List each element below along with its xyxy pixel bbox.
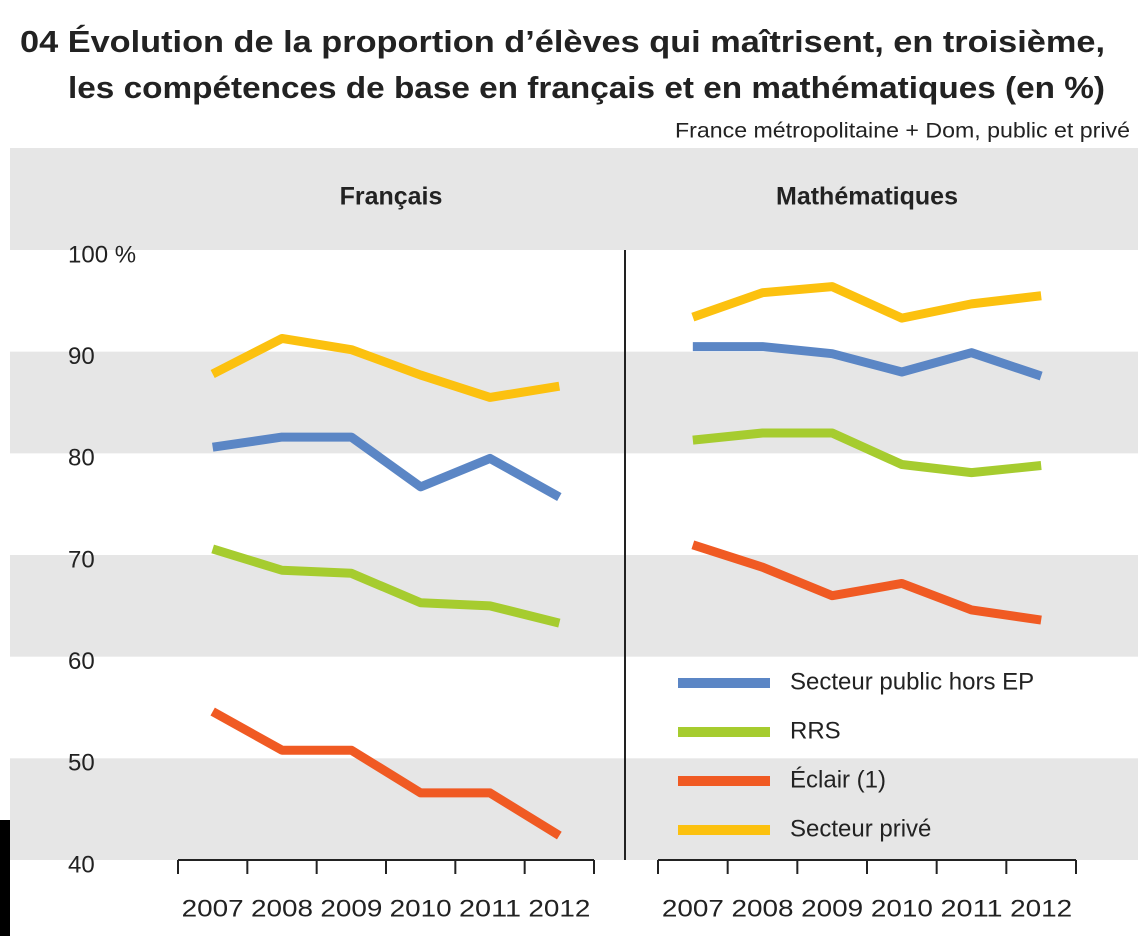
x-tick-label: 2008 xyxy=(251,895,313,922)
y-tick-label: 60 xyxy=(68,648,95,675)
x-tick-label: 2012 xyxy=(528,895,590,922)
series-line xyxy=(692,428,1042,478)
y-tick-label: 40 xyxy=(68,851,95,878)
x-tick-label: 2012 xyxy=(1010,895,1072,922)
series-line xyxy=(212,432,562,501)
x-tick-label: 2010 xyxy=(390,895,452,922)
series-line xyxy=(210,707,562,840)
series-line xyxy=(691,282,1042,323)
legend-label: Secteur public hors EP xyxy=(790,668,1034,695)
series-line xyxy=(211,544,561,628)
x-tick-label: 2009 xyxy=(801,895,863,922)
edge-bar xyxy=(0,820,10,936)
grid-band xyxy=(10,758,1138,860)
series-line xyxy=(691,540,1042,625)
chart-title: 04 Évolution de la proportion d’élèves q… xyxy=(20,24,1105,59)
panel-title: Mathématiques xyxy=(776,183,958,211)
panel-title: Français xyxy=(340,183,443,211)
x-tick-label: 2008 xyxy=(732,895,794,922)
y-tick-label: 50 xyxy=(68,750,95,777)
x-tick-label: 2007 xyxy=(182,895,244,922)
x-tick-label: 2011 xyxy=(459,895,521,922)
y-tick-label: 80 xyxy=(68,445,95,472)
x-tick-label: 2011 xyxy=(941,895,1003,922)
grid-band xyxy=(10,351,1138,454)
series-line xyxy=(692,342,1043,381)
header-band xyxy=(10,148,1138,250)
x-tick-label: 2009 xyxy=(320,895,382,922)
x-tick-label: 2007 xyxy=(662,895,724,922)
series-line xyxy=(210,333,561,402)
chart-subtitle: France métropolitaine + Dom, public et p… xyxy=(675,120,1130,143)
legend-label: Secteur privé xyxy=(790,815,931,842)
y-tick-label: 70 xyxy=(68,546,95,573)
x-tick-label: 2010 xyxy=(871,895,933,922)
y-tick-label: 100 % xyxy=(68,241,136,268)
legend-label: Éclair (1) xyxy=(790,766,886,793)
y-tick-label: 90 xyxy=(68,343,95,370)
chart-title: les compétences de base en français et e… xyxy=(68,70,1105,105)
legend-label: RRS xyxy=(790,717,841,744)
